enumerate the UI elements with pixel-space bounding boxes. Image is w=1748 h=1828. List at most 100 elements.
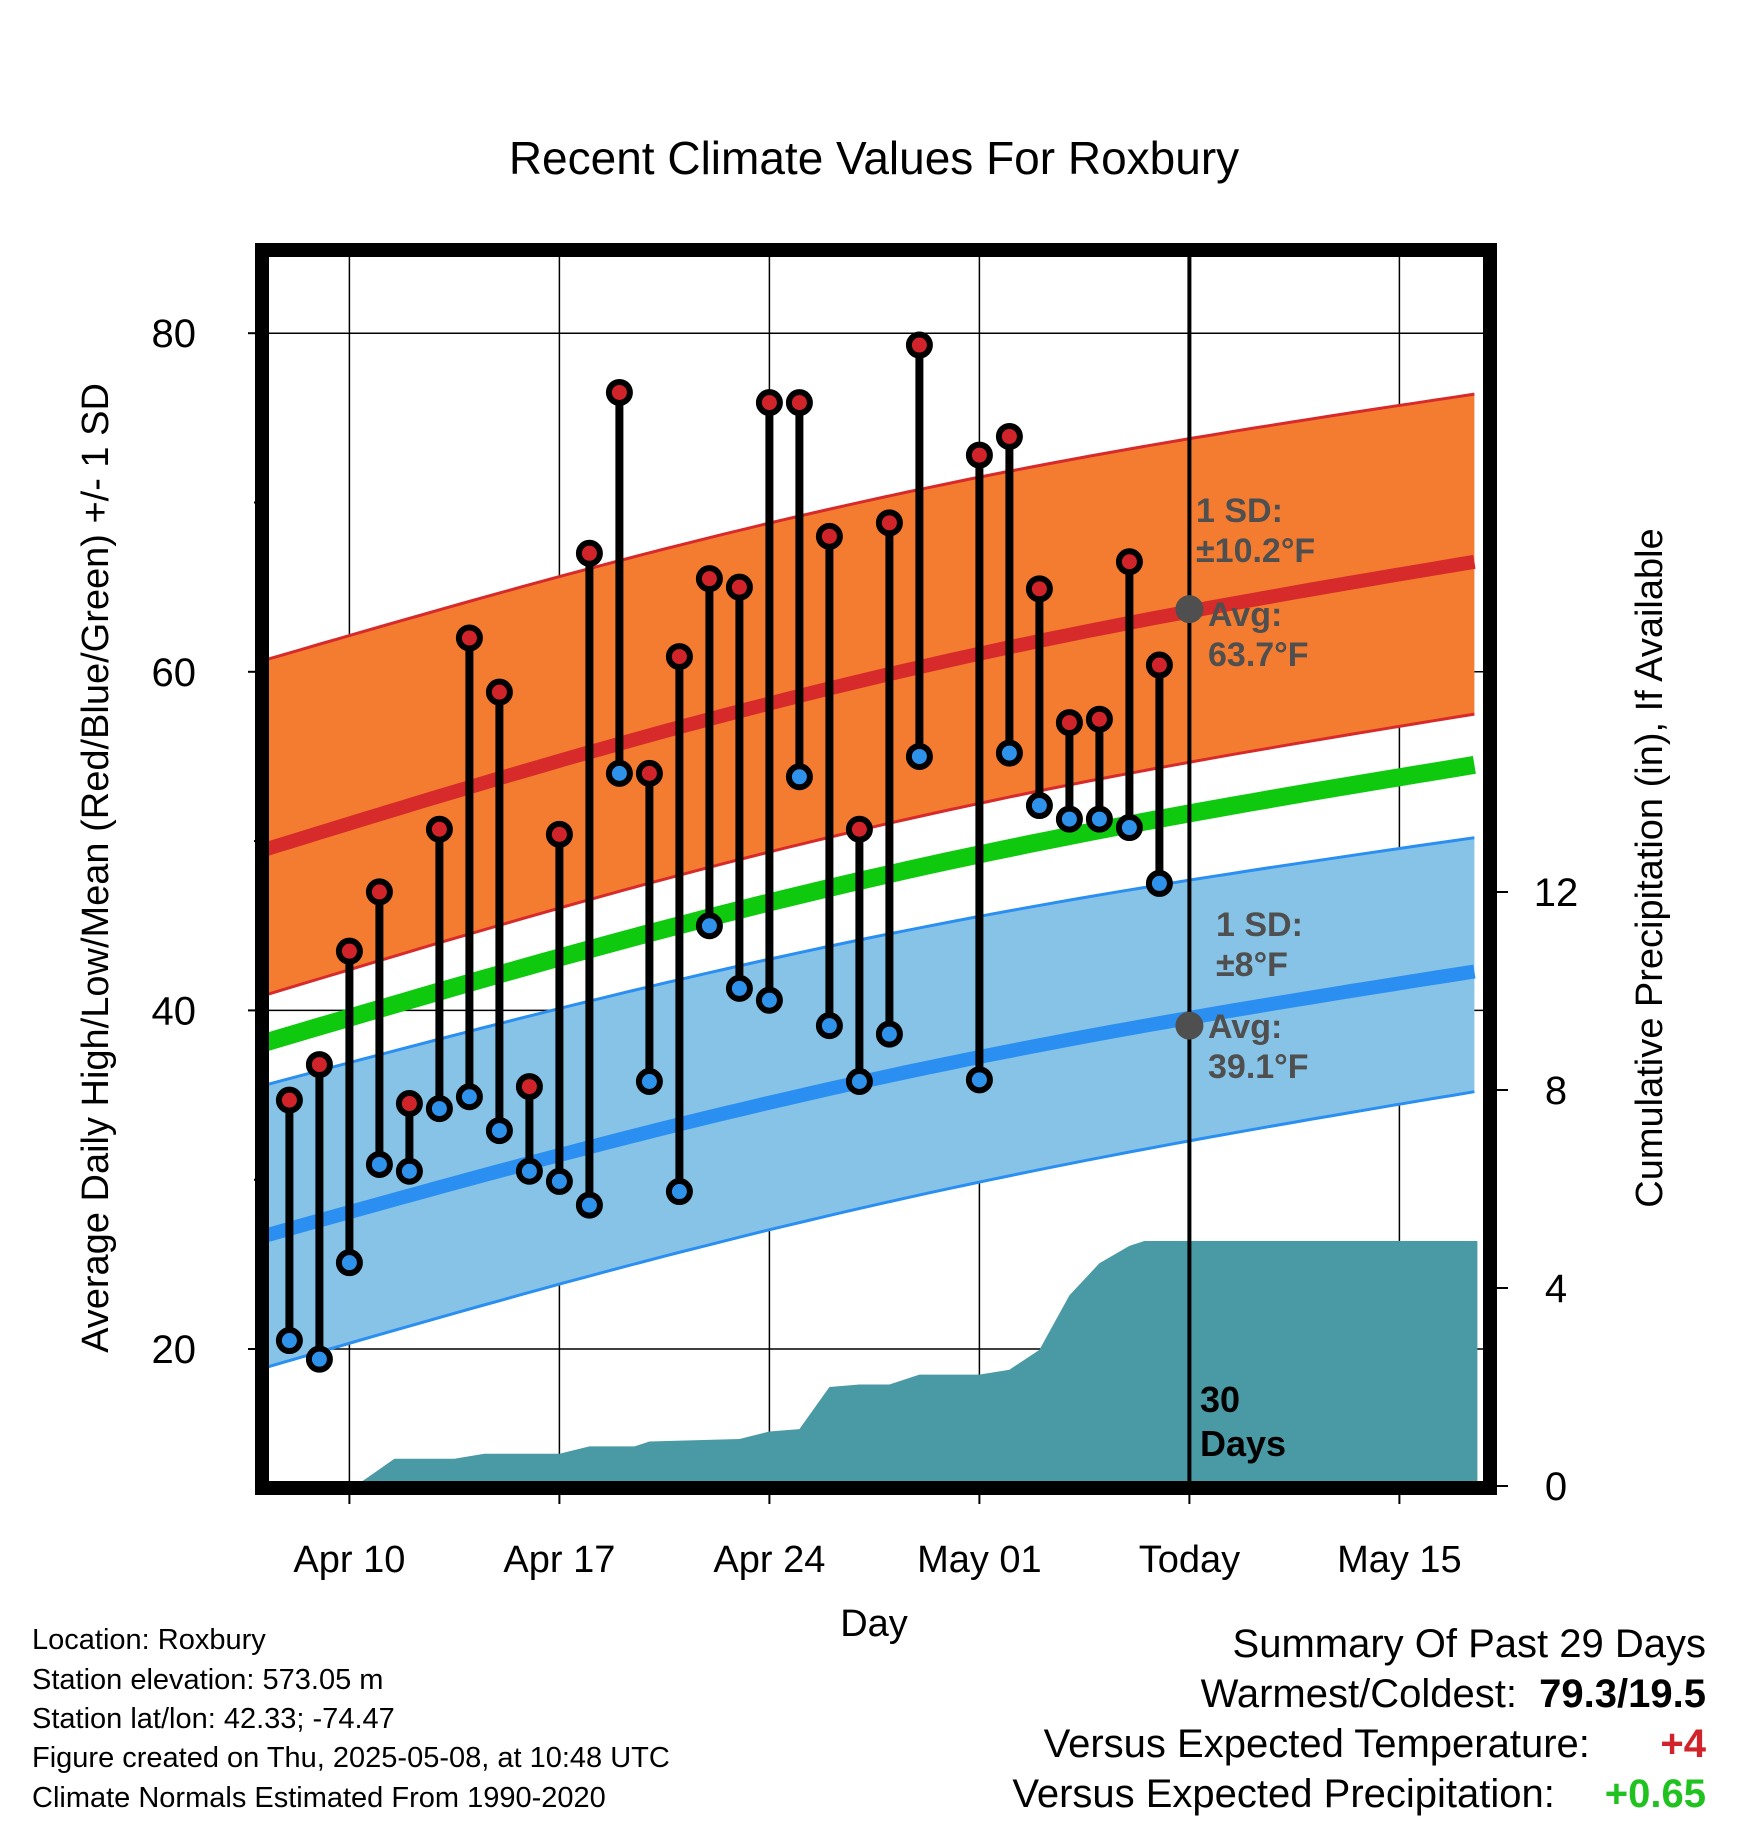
obs-low-point-0 — [275, 1327, 303, 1355]
summary-temp: Versus Expected Temperature: +4 — [1044, 1724, 1706, 1764]
info-created: Figure created on Thu, 2025-05-08, at 10… — [32, 1742, 670, 1774]
obs-high-point-8 — [515, 1073, 543, 1101]
precip-area — [355, 1241, 1478, 1486]
high-avg-label: Avg: 63.7°F — [1208, 596, 1309, 674]
x-tick-label-5: May 15 — [1337, 1539, 1462, 1581]
info-normals: Climate Normals Estimated From 1990-2020 — [32, 1782, 606, 1814]
high-upper-line — [262, 392, 1475, 663]
obs-high-point-25 — [1055, 709, 1083, 737]
obs-low-point-1 — [305, 1345, 333, 1373]
y-left-tick-label-1: 40 — [152, 989, 197, 1033]
y-right-axis-label: Cumulative Precipitation (in), If Availa… — [1629, 528, 1671, 1207]
obs-high-point-18 — [815, 522, 843, 550]
y-right-tick-label-3: 12 — [1534, 871, 1579, 915]
chart-title: Recent Climate Values For Roxbury — [509, 132, 1239, 184]
obs-low-point-14 — [695, 912, 723, 940]
obs-high-point-16 — [755, 389, 783, 417]
obs-low-point-6 — [455, 1083, 483, 1111]
y-right-tick-label-0: 0 — [1545, 1465, 1567, 1509]
x-axis-label: Day — [840, 1603, 908, 1645]
high-sd-label: 1 SD: ±10.2°F — [1196, 492, 1315, 570]
obs-high-point-6 — [455, 624, 483, 652]
obs-high-point-7 — [485, 678, 513, 706]
obs-low-point-28 — [1145, 869, 1173, 897]
low-sd-band — [262, 837, 1475, 1369]
obs-high-point-1 — [305, 1051, 333, 1079]
obs-low-point-2 — [335, 1249, 363, 1277]
today-low-avg-point — [1175, 1011, 1204, 1040]
obs-high-point-0 — [275, 1086, 303, 1114]
obs-high-point-13 — [665, 643, 693, 671]
y-left-tick-label-3: 80 — [152, 312, 197, 356]
y-right-tick-label-1: 4 — [1545, 1267, 1567, 1311]
x-tick-label-3: May 01 — [917, 1539, 1042, 1581]
low-lower-line — [262, 1090, 1475, 1371]
info-location: Location: Roxbury — [32, 1624, 266, 1656]
obs-high-point-4 — [395, 1090, 423, 1118]
obs-high-point-9 — [545, 820, 573, 848]
low-sd-label-line-0: 1 SD: — [1216, 906, 1303, 944]
low-avg-label: Avg: 39.1°F — [1208, 1008, 1309, 1086]
obs-low-point-10 — [575, 1191, 603, 1219]
obs-low-point-3 — [365, 1150, 393, 1178]
obs-low-point-23 — [995, 739, 1023, 767]
y-left-tick-label-0: 20 — [152, 1328, 197, 1372]
obs-high-point-2 — [335, 937, 363, 965]
warm-cold-value: 79.3/19.5 — [1539, 1672, 1706, 1716]
temp-value: +4 — [1660, 1722, 1706, 1766]
obs-high-point-3 — [365, 878, 393, 906]
obs-low-point-25 — [1055, 805, 1083, 833]
summary-title: Summary Of Past 29 Days — [1232, 1622, 1706, 1666]
obs-high-point-14 — [695, 565, 723, 593]
obs-low-point-27 — [1115, 814, 1143, 842]
today-high-avg-point — [1175, 595, 1204, 624]
today-days-label: 30 Days — [1200, 1379, 1286, 1464]
temp-label: Versus Expected Temperature: — [1043, 1722, 1590, 1766]
obs-high-point-11 — [605, 378, 633, 406]
obs-low-point-12 — [635, 1068, 663, 1096]
high-avg-label-line-1: 63.7°F — [1208, 636, 1309, 674]
y-left-axis-label: Average Daily High/Low/Mean (Red/Blue/Gr… — [75, 383, 117, 1353]
obs-low-point-17 — [785, 763, 813, 791]
obs-high-point-22 — [965, 441, 993, 469]
summary-precip: Versus Expected Precipitation: +0.65 — [1012, 1774, 1706, 1814]
low-sd-label: 1 SD: ±8°F — [1216, 906, 1303, 984]
obs-high-point-10 — [575, 539, 603, 567]
high-sd-label-line-0: 1 SD: — [1196, 492, 1283, 530]
plot-frame — [255, 243, 1497, 1495]
info-latlon: Station lat/lon: 42.33; -74.47 — [32, 1703, 395, 1735]
high-sd-label-line-1: ±10.2°F — [1196, 532, 1315, 570]
high-mean-line — [262, 554, 1476, 858]
obs-high-point-21 — [905, 331, 933, 359]
daily-mean-line — [262, 756, 1476, 1053]
obs-high-point-23 — [995, 422, 1023, 450]
obs-high-point-20 — [875, 509, 903, 537]
summary-warm-cold: Warmest/Coldest: 79.3/19.5 — [1201, 1674, 1706, 1714]
info-elevation: Station elevation: 573.05 m — [32, 1664, 384, 1696]
precip-label: Versus Expected Precipitation: — [1012, 1772, 1555, 1816]
obs-low-point-21 — [905, 742, 933, 770]
x-tick-label-1: Apr 17 — [503, 1539, 615, 1581]
high-avg-label-line-0: Avg: — [1208, 596, 1282, 634]
low-avg-label-line-1: 39.1°F — [1208, 1048, 1309, 1086]
obs-low-point-18 — [815, 1012, 843, 1040]
obs-high-point-17 — [785, 389, 813, 417]
x-tick-label-4: Today — [1139, 1539, 1240, 1581]
y-left-tick-label-2: 60 — [152, 651, 197, 695]
obs-high-point-27 — [1115, 548, 1143, 576]
obs-high-point-28 — [1145, 651, 1173, 679]
obs-low-point-15 — [725, 974, 753, 1002]
low-upper-line — [262, 836, 1475, 1088]
low-sd-label-line-1: ±8°F — [1216, 946, 1288, 984]
x-tick-label-2: Apr 24 — [713, 1539, 825, 1581]
obs-high-point-19 — [845, 815, 873, 843]
today-days-label-line-0: 30 — [1200, 1379, 1240, 1420]
obs-low-point-19 — [845, 1068, 873, 1096]
warm-cold-label: Warmest/Coldest: — [1200, 1672, 1517, 1716]
obs-low-point-16 — [755, 986, 783, 1014]
obs-low-point-8 — [515, 1157, 543, 1185]
obs-low-point-11 — [605, 759, 633, 787]
obs-low-point-20 — [875, 1020, 903, 1048]
obs-high-point-15 — [725, 573, 753, 601]
